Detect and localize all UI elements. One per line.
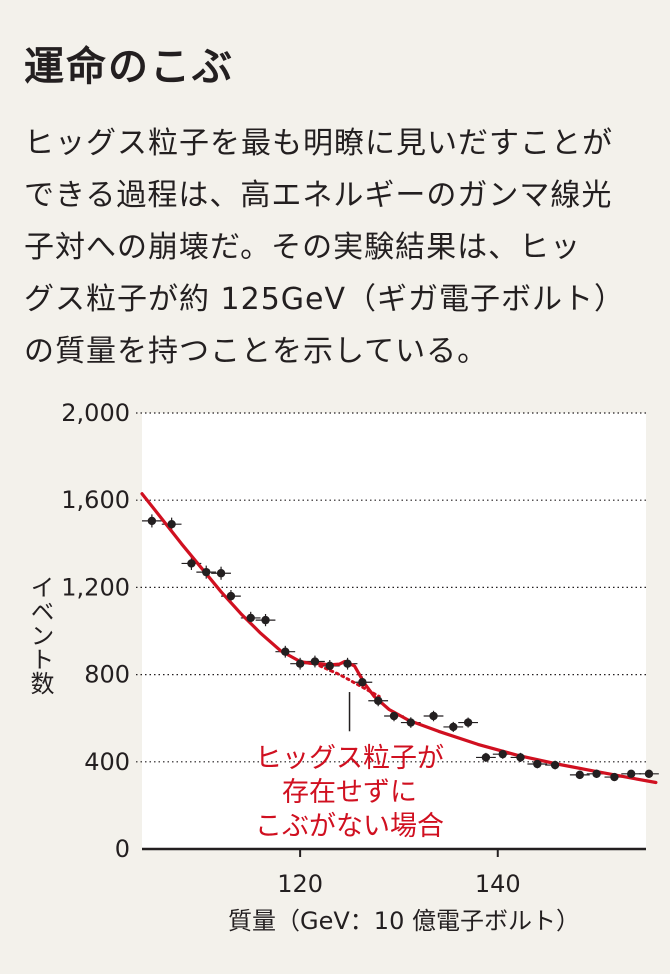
x-tick-label: 120: [277, 870, 323, 898]
description-line-1: ヒッグス粒子を最も明瞭に見いだすことが: [24, 126, 613, 161]
data-point: [592, 769, 601, 778]
data-point: [626, 769, 636, 778]
data-point: [575, 770, 584, 780]
data-point: [281, 647, 290, 656]
x-tick-label: 140: [475, 870, 521, 898]
data-point: [449, 722, 458, 732]
x-ticks: 120 140: [277, 849, 521, 898]
annotation-line-2: 存在せずに: [282, 777, 417, 808]
data-point: [202, 567, 211, 577]
data-point: [516, 753, 525, 762]
x-axis-title: 質量（GeV：10 億電子ボルト）: [228, 907, 580, 935]
description-text: ヒッグス粒子を最も明瞭に見いだすことが できる過程は、高エネルギーのガンマ線光 …: [24, 118, 646, 378]
data-point: [167, 519, 176, 529]
data-point: [644, 769, 654, 778]
data-point: [373, 696, 383, 705]
data-point: [310, 657, 320, 666]
y-tick-labels: 0 400 800 1,200 1,600 2,000: [61, 399, 130, 863]
y-axis-title: イベント数: [26, 575, 54, 695]
data-point: [533, 759, 542, 769]
data-point: [147, 516, 157, 526]
data-point: [498, 749, 507, 759]
fit-curve: [140, 492, 658, 785]
y-tick-label: 1,600: [61, 486, 130, 514]
fit-curve-group: [140, 492, 658, 785]
y-tick-label: 0: [115, 835, 130, 863]
description-line-4: グス粒子が約 125GeV（ギガ電子ボルト）: [24, 282, 626, 317]
page-title: 運命のこぶ: [24, 44, 234, 90]
annotation-line-3: こぶがない場合: [255, 811, 444, 842]
annotation-line-1: ヒッグス粒子が: [255, 743, 444, 774]
data-point: [550, 760, 560, 770]
y-tick-label: 800: [84, 661, 130, 689]
description-line-5: の質量を持つことを示している。: [24, 334, 489, 369]
data-point: [325, 661, 334, 671]
data-point: [406, 718, 415, 727]
data-point: [295, 659, 305, 668]
description-line-2: できる過程は、高エネルギーのガンマ線光: [24, 178, 613, 213]
data-point: [429, 711, 438, 721]
y-tick-label: 1,200: [61, 573, 130, 601]
data-point: [389, 711, 399, 721]
plot-area: [142, 413, 646, 849]
data-points: [147, 516, 654, 782]
data-point: [187, 559, 196, 568]
y-tick-label: 400: [84, 748, 130, 776]
y-tick-label: 2,000: [61, 399, 130, 427]
data-point: [463, 718, 473, 727]
data-point: [610, 772, 619, 782]
mass-spectrum-chart: 0 400 800 1,200 1,600 2,000 120 140 ヒッグス粒子が 存在…: [26, 399, 659, 935]
data-point: [343, 659, 352, 668]
data-point: [226, 591, 236, 601]
data-point: [358, 678, 367, 687]
data-point: [246, 613, 255, 623]
data-point: [261, 615, 270, 625]
data-point: [481, 753, 491, 762]
description-line-3: 子対への崩壊だ。その実験結果は、ヒッ: [24, 230, 582, 265]
data-point: [216, 569, 226, 578]
